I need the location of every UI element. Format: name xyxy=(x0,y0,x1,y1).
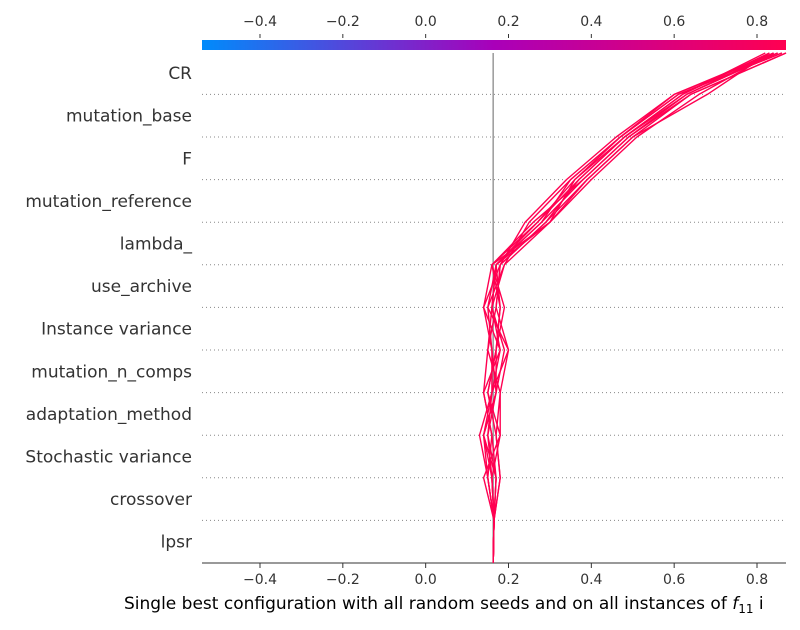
x-tick-label-bottom: 0.2 xyxy=(497,572,519,588)
colorbar xyxy=(202,40,786,50)
x-axis-title-subscript: 11 xyxy=(738,602,753,616)
x-tick-label-bottom: −0.2 xyxy=(326,572,360,588)
x-tick-label-top: −0.4 xyxy=(243,14,277,30)
x-tick-label-top: 0.8 xyxy=(746,14,768,30)
x-tick-label-bottom: 0.0 xyxy=(415,572,437,588)
x-tick-label-top: 0.6 xyxy=(663,14,685,30)
feature-labels: CR mutation_base Fmutation_referencelambda… xyxy=(25,64,192,553)
x-tick-label-top: 0.2 xyxy=(497,14,519,30)
decision-line xyxy=(478,52,766,564)
decision-line xyxy=(482,52,774,564)
feature-label: F xyxy=(182,149,192,169)
x-axis-title-suffix: i xyxy=(754,594,764,614)
x-tick-label-bottom: 0.6 xyxy=(663,572,685,588)
feature-label: Instance variance xyxy=(41,320,192,340)
feature-label: adaptation_method xyxy=(26,405,192,425)
feature-label: use_archive xyxy=(91,277,192,297)
x-tick-label-bottom: −0.4 xyxy=(243,572,277,588)
feature-label: mutation_reference xyxy=(25,192,192,212)
feature-label: Stochastic variance xyxy=(25,448,192,468)
x-axis-title: Single best configuration with all rando… xyxy=(124,594,764,616)
x-axes: −0.4 −0.4 −0.2 −0.2 0.0 0.0 0.2 0.2 0.4 0.4 0.6 0.6… xyxy=(202,14,786,588)
decision-line xyxy=(487,52,770,564)
feature-label: lpsr xyxy=(161,533,192,553)
feature-label: mutation_base xyxy=(66,107,192,127)
x-tick-label-top: −0.2 xyxy=(326,14,360,30)
feature-label: CR xyxy=(168,64,192,84)
x-axis-title-prefix: Single best configuration with all rando… xyxy=(124,594,732,614)
x-tick-label-bottom: 0.4 xyxy=(580,572,602,588)
feature-label: crossover xyxy=(110,490,192,510)
x-axis-title-symbol: f xyxy=(732,594,741,614)
decision-line xyxy=(492,52,778,564)
decision-line xyxy=(482,52,787,564)
x-tick-label-bottom: 0.8 xyxy=(746,572,768,588)
decision-lines xyxy=(478,52,787,564)
feature-label: lambda_ xyxy=(120,235,193,255)
feature-label: mutation_n_comps xyxy=(31,362,192,382)
x-tick-label-top: 0.0 xyxy=(415,14,437,30)
x-tick-label-top: 0.4 xyxy=(580,14,602,30)
decision-line xyxy=(482,52,774,564)
